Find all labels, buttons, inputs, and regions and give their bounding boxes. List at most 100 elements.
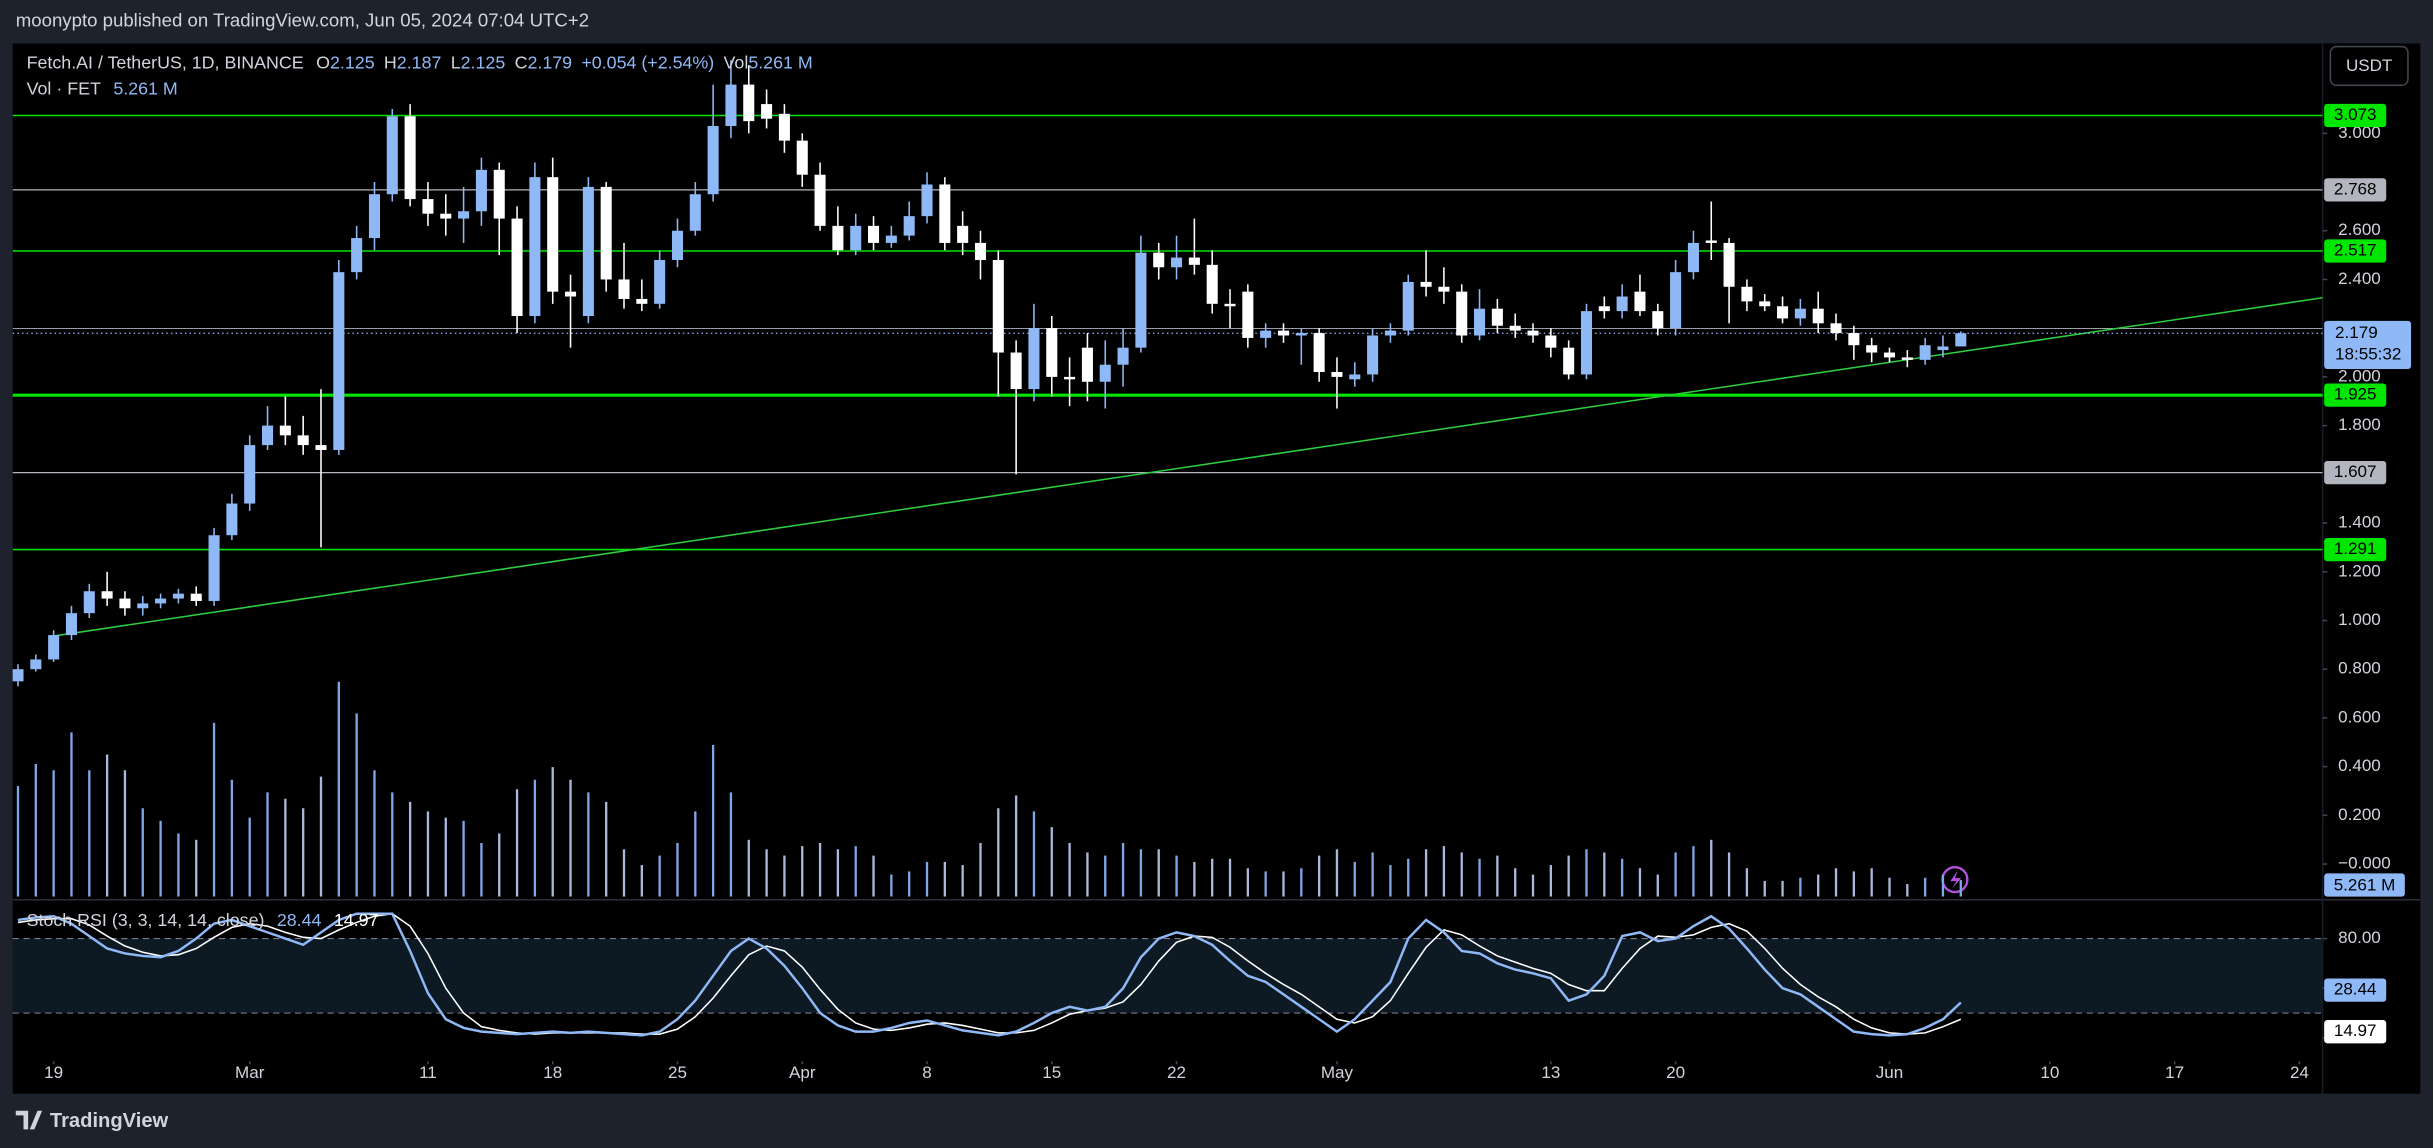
candle-body (1028, 328, 1040, 390)
x-tick-label: 18 (543, 1063, 562, 1082)
candle-body (1919, 345, 1931, 360)
candle-body (333, 272, 345, 450)
tv-logo (15, 1110, 43, 1130)
candle-body (172, 593, 184, 599)
x-tick-label: 22 (1167, 1063, 1186, 1082)
candle-body (903, 216, 915, 236)
candle-body (1171, 257, 1183, 268)
candle-body (65, 613, 77, 636)
candle-body (422, 199, 434, 214)
candle-body (582, 186, 594, 316)
stoch-tick-label: 80.00 (2338, 928, 2381, 947)
trendline (53, 296, 2323, 637)
y-tick-label: 1.800 (2338, 415, 2381, 434)
candle-body (618, 279, 630, 299)
candle-body (939, 184, 951, 243)
y-tick-label: 0.400 (2338, 756, 2381, 775)
level-label-box (2324, 537, 2387, 562)
candle-body (636, 298, 648, 304)
candle-body (1598, 306, 1610, 312)
currency[interactable]: USDT (2346, 56, 2393, 75)
x-tick-label: 24 (2290, 1063, 2309, 1082)
candle-body (48, 635, 60, 660)
candle-body (1937, 346, 1949, 351)
volume-label: 5.261 M (2334, 875, 2396, 894)
candle-body (1153, 252, 1165, 268)
candle-body (155, 598, 167, 604)
candle-body (1812, 308, 1824, 324)
ohlc-value: 2.187 (397, 52, 442, 72)
stoch-legend-value: 14.97 (334, 910, 379, 930)
candle-body (1242, 291, 1254, 338)
candle-body (297, 435, 309, 446)
y-tick-label: 1.400 (2338, 513, 2381, 532)
volume-title-value: 5.261 M (113, 79, 177, 99)
y-tick-label: 2.400 (2338, 269, 2381, 288)
candle-body (1580, 311, 1593, 375)
candle-body (1634, 291, 1646, 312)
currency-button[interactable] (2329, 45, 2409, 87)
candle-body (974, 242, 987, 260)
candle-body (1384, 330, 1396, 336)
level-label-box (2324, 239, 2387, 263)
candle-body (689, 194, 701, 231)
y-tick-label: −0.000 (2338, 854, 2391, 873)
x-tick-label: 13 (1541, 1063, 1560, 1082)
candle-body (101, 591, 113, 599)
candle-body (1277, 330, 1290, 336)
stoch-line (17, 912, 1962, 1035)
candle-body (1723, 242, 1735, 287)
y-tick-label: 0.800 (2338, 659, 2381, 678)
change: +0.054 (+2.54%) (581, 52, 714, 72)
y-tick-label: 1.000 (2338, 610, 2381, 629)
candle-body (796, 140, 808, 175)
candle-body (1349, 374, 1361, 380)
candle-body (1117, 347, 1129, 365)
candle-body (1652, 311, 1664, 329)
x-tick-label: 20 (1666, 1063, 1685, 1082)
candle-body (654, 259, 666, 304)
candle-body (1367, 335, 1379, 375)
chart-area (12, 43, 2421, 1094)
candle-body (1491, 308, 1503, 326)
level-label: 2.517 (2334, 240, 2377, 259)
candle-body (1313, 333, 1325, 373)
stoch-legend-value: 28.44 (277, 910, 322, 930)
ohlc-letter: C (515, 52, 528, 72)
candle-body (1046, 328, 1058, 377)
candle-body (1456, 291, 1468, 336)
candle-body (671, 230, 684, 260)
price-label-box (2324, 320, 2412, 369)
x-tick-label: 8 (922, 1063, 931, 1082)
candle-body (351, 238, 363, 273)
level-label: 1.925 (2334, 385, 2377, 404)
stoch-band-fill (12, 938, 2323, 1014)
candle-body (1135, 252, 1147, 348)
candle-body (404, 116, 416, 200)
candle-body (832, 225, 844, 251)
alert-bolt[interactable] (1950, 870, 1962, 889)
candle-body (1224, 303, 1236, 307)
candle-body (475, 169, 487, 212)
ohlc-letter: O (316, 52, 330, 72)
candle-body (600, 186, 612, 280)
candle-body (1081, 347, 1093, 382)
ohlc-letter: H (384, 52, 397, 72)
candle-body (1741, 286, 1753, 302)
candle-body (1402, 281, 1414, 331)
volume-label-box (2324, 873, 2405, 897)
candle-body (992, 259, 1004, 353)
level-label: 1.291 (2334, 539, 2377, 558)
candle-body (511, 218, 523, 316)
ohlc-value: 2.179 (527, 52, 572, 72)
candle-body (1527, 330, 1539, 336)
candle-body (1295, 333, 1307, 336)
vol-legend: Vol (724, 52, 749, 72)
candle-body (1848, 333, 1860, 346)
candle-body (244, 445, 256, 504)
candle-body (547, 177, 559, 292)
candle-body (1866, 345, 1878, 353)
stoch-line (17, 912, 1962, 1037)
candle-body (1260, 330, 1272, 338)
